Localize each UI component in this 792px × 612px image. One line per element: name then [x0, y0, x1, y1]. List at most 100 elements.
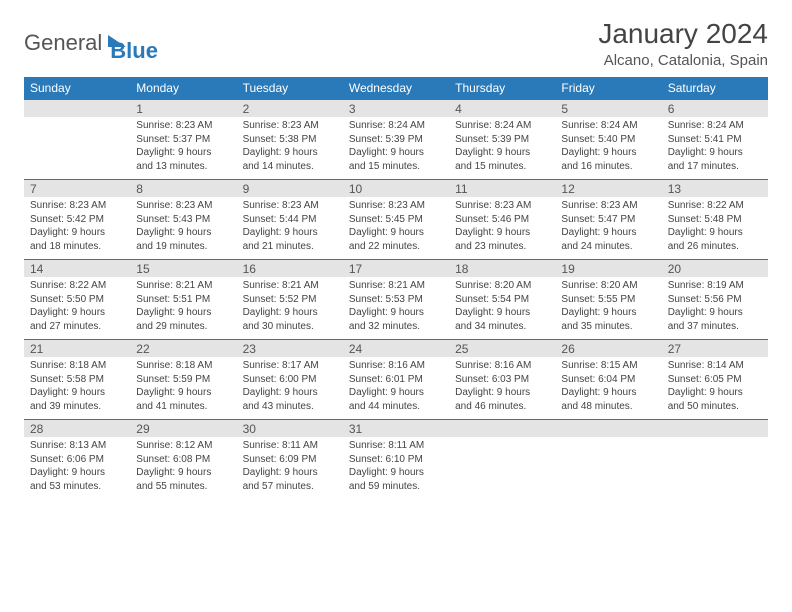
sun-info-line: and 17 minutes.: [668, 160, 762, 174]
sun-info-line: and 22 minutes.: [349, 240, 443, 254]
day-body: Sunrise: 8:22 AMSunset: 5:48 PMDaylight:…: [662, 197, 768, 259]
day-body: Sunrise: 8:16 AMSunset: 6:01 PMDaylight:…: [343, 357, 449, 419]
day-header-monday: Monday: [130, 77, 236, 99]
day-cell: 15Sunrise: 8:21 AMSunset: 5:51 PMDayligh…: [130, 259, 236, 339]
day-cell: 7Sunrise: 8:23 AMSunset: 5:42 PMDaylight…: [24, 179, 130, 259]
sun-info-line: Sunrise: 8:20 AM: [455, 279, 549, 293]
day-number: [662, 419, 768, 437]
day-body: [449, 437, 555, 495]
sun-info-line: Sunrise: 8:20 AM: [561, 279, 655, 293]
day-cell: 8Sunrise: 8:23 AMSunset: 5:43 PMDaylight…: [130, 179, 236, 259]
day-cell: 28Sunrise: 8:13 AMSunset: 6:06 PMDayligh…: [24, 419, 130, 499]
sun-info-line: Daylight: 9 hours: [668, 306, 762, 320]
day-number: [555, 419, 661, 437]
sun-info-line: Daylight: 9 hours: [136, 306, 230, 320]
sun-info-line: and 37 minutes.: [668, 320, 762, 334]
sun-info-line: Sunset: 5:45 PM: [349, 213, 443, 227]
sun-info-line: Sunrise: 8:23 AM: [349, 199, 443, 213]
sun-info-line: Sunrise: 8:17 AM: [243, 359, 337, 373]
sun-info-line: Sunrise: 8:12 AM: [136, 439, 230, 453]
day-number: 30: [237, 419, 343, 437]
day-body: [662, 437, 768, 495]
day-number: 21: [24, 339, 130, 357]
day-body: Sunrise: 8:22 AMSunset: 5:50 PMDaylight:…: [24, 277, 130, 339]
day-number: 12: [555, 179, 661, 197]
day-number: 2: [237, 99, 343, 117]
month-title: January 2024: [598, 18, 768, 50]
sun-info-line: and 19 minutes.: [136, 240, 230, 254]
day-number: 22: [130, 339, 236, 357]
sun-info-line: Sunset: 5:42 PM: [30, 213, 124, 227]
calendar-body: 1Sunrise: 8:23 AMSunset: 5:37 PMDaylight…: [24, 99, 768, 499]
day-cell: 6Sunrise: 8:24 AMSunset: 5:41 PMDaylight…: [662, 99, 768, 179]
sun-info-line: Sunset: 5:44 PM: [243, 213, 337, 227]
sun-info-line: Daylight: 9 hours: [455, 226, 549, 240]
logo-text-general: General: [24, 30, 102, 56]
sun-info-line: Sunrise: 8:22 AM: [668, 199, 762, 213]
sun-info-line: Sunset: 5:51 PM: [136, 293, 230, 307]
day-body: Sunrise: 8:24 AMSunset: 5:39 PMDaylight:…: [343, 117, 449, 179]
sun-info-line: Sunrise: 8:24 AM: [349, 119, 443, 133]
day-number: [24, 99, 130, 117]
week-row: 1Sunrise: 8:23 AMSunset: 5:37 PMDaylight…: [24, 99, 768, 179]
sun-info-line: Sunrise: 8:11 AM: [349, 439, 443, 453]
day-number: 9: [237, 179, 343, 197]
sun-info-line: and 59 minutes.: [349, 480, 443, 494]
location: Alcano, Catalonia, Spain: [598, 52, 768, 69]
week-row: 21Sunrise: 8:18 AMSunset: 5:58 PMDayligh…: [24, 339, 768, 419]
day-body: Sunrise: 8:20 AMSunset: 5:55 PMDaylight:…: [555, 277, 661, 339]
sun-info-line: Sunset: 6:09 PM: [243, 453, 337, 467]
sun-info-line: Sunrise: 8:16 AM: [349, 359, 443, 373]
sun-info-line: and 13 minutes.: [136, 160, 230, 174]
sun-info-line: Daylight: 9 hours: [136, 146, 230, 160]
sun-info-line: Sunrise: 8:16 AM: [455, 359, 549, 373]
sun-info-line: Sunrise: 8:18 AM: [136, 359, 230, 373]
day-number: 20: [662, 259, 768, 277]
sun-info-line: and 15 minutes.: [455, 160, 549, 174]
sun-info-line: Sunset: 6:01 PM: [349, 373, 443, 387]
sun-info-line: and 34 minutes.: [455, 320, 549, 334]
sun-info-line: Daylight: 9 hours: [349, 466, 443, 480]
day-body: Sunrise: 8:16 AMSunset: 6:03 PMDaylight:…: [449, 357, 555, 419]
sun-info-line: Sunrise: 8:23 AM: [243, 199, 337, 213]
day-cell: 5Sunrise: 8:24 AMSunset: 5:40 PMDaylight…: [555, 99, 661, 179]
day-number: 16: [237, 259, 343, 277]
day-cell: 14Sunrise: 8:22 AMSunset: 5:50 PMDayligh…: [24, 259, 130, 339]
day-header-tuesday: Tuesday: [237, 77, 343, 99]
day-body: Sunrise: 8:17 AMSunset: 6:00 PMDaylight:…: [237, 357, 343, 419]
day-cell: 1Sunrise: 8:23 AMSunset: 5:37 PMDaylight…: [130, 99, 236, 179]
day-header-thursday: Thursday: [449, 77, 555, 99]
sun-info-line: Sunset: 5:52 PM: [243, 293, 337, 307]
sun-info-line: Daylight: 9 hours: [30, 386, 124, 400]
sun-info-line: Sunrise: 8:24 AM: [668, 119, 762, 133]
sun-info-line: Sunrise: 8:13 AM: [30, 439, 124, 453]
day-number: 26: [555, 339, 661, 357]
day-cell: [24, 99, 130, 179]
day-cell: 13Sunrise: 8:22 AMSunset: 5:48 PMDayligh…: [662, 179, 768, 259]
sun-info-line: Daylight: 9 hours: [243, 306, 337, 320]
sun-info-line: Daylight: 9 hours: [136, 386, 230, 400]
sun-info-line: Daylight: 9 hours: [668, 146, 762, 160]
day-header-wednesday: Wednesday: [343, 77, 449, 99]
sun-info-line: Daylight: 9 hours: [349, 146, 443, 160]
day-body: Sunrise: 8:19 AMSunset: 5:56 PMDaylight:…: [662, 277, 768, 339]
week-row: 28Sunrise: 8:13 AMSunset: 6:06 PMDayligh…: [24, 419, 768, 499]
day-body: [24, 117, 130, 175]
week-row: 14Sunrise: 8:22 AMSunset: 5:50 PMDayligh…: [24, 259, 768, 339]
logo-text-blue: Blue: [110, 38, 158, 64]
day-cell: 2Sunrise: 8:23 AMSunset: 5:38 PMDaylight…: [237, 99, 343, 179]
day-body: Sunrise: 8:21 AMSunset: 5:52 PMDaylight:…: [237, 277, 343, 339]
sun-info-line: Sunrise: 8:21 AM: [349, 279, 443, 293]
day-header-saturday: Saturday: [662, 77, 768, 99]
sun-info-line: Daylight: 9 hours: [349, 306, 443, 320]
sun-info-line: Sunrise: 8:14 AM: [668, 359, 762, 373]
sun-info-line: Sunrise: 8:24 AM: [561, 119, 655, 133]
sun-info-line: and 16 minutes.: [561, 160, 655, 174]
day-cell: 17Sunrise: 8:21 AMSunset: 5:53 PMDayligh…: [343, 259, 449, 339]
sun-info-line: Sunset: 5:47 PM: [561, 213, 655, 227]
day-header-row: Sunday Monday Tuesday Wednesday Thursday…: [24, 77, 768, 99]
day-number: 1: [130, 99, 236, 117]
sun-info-line: Sunrise: 8:23 AM: [136, 199, 230, 213]
day-number: 29: [130, 419, 236, 437]
day-body: Sunrise: 8:11 AMSunset: 6:09 PMDaylight:…: [237, 437, 343, 499]
